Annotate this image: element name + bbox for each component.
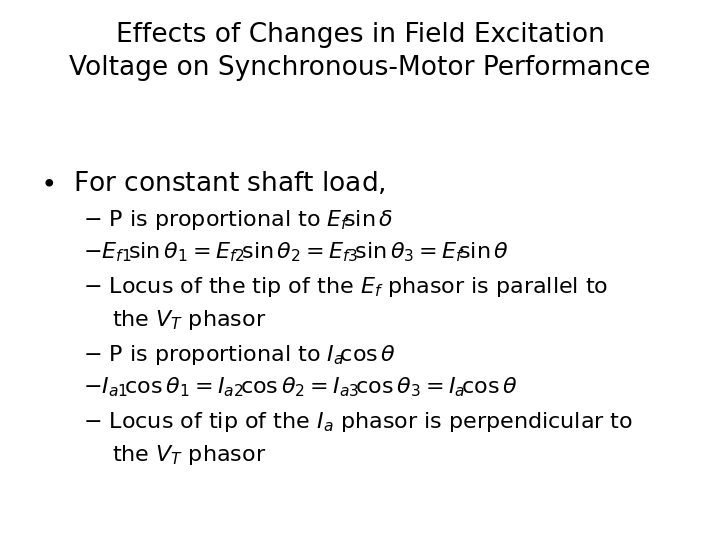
- Text: $-$ P is proportional to $I_a\!\cos\theta$: $-$ P is proportional to $I_a\!\cos\thet…: [83, 343, 396, 367]
- Text: $- I_{a1}\!\cos\theta_1 = I_{a2}\!\cos\theta_2 = I_{a3}\!\cos\theta_3 = I_a\!\co: $- I_{a1}\!\cos\theta_1 = I_{a2}\!\cos\t…: [83, 375, 517, 399]
- Text: the $V_T$ phasor: the $V_T$ phasor: [112, 308, 266, 332]
- Text: Effects of Changes in Field Excitation
Voltage on Synchronous-Motor Performance: Effects of Changes in Field Excitation V…: [69, 22, 651, 80]
- Text: the $V_T$ phasor: the $V_T$ phasor: [112, 443, 266, 467]
- Text: $- E_{f1}\!\sin\theta_1 = E_{f2}\!\sin\theta_2 = E_{f3}\!\sin\theta_3 = E_f\!\si: $- E_{f1}\!\sin\theta_1 = E_{f2}\!\sin\t…: [83, 240, 509, 264]
- Text: $-$ P is proportional to $E_f\!\sin\delta$: $-$ P is proportional to $E_f\!\sin\delt…: [83, 208, 393, 232]
- Text: $\bullet$  For constant shaft load,: $\bullet$ For constant shaft load,: [40, 170, 385, 197]
- Text: $-$ Locus of the tip of the $E_f$ phasor is parallel to: $-$ Locus of the tip of the $E_f$ phasor…: [83, 275, 608, 299]
- Text: $-$ Locus of tip of the $I_a$ phasor is perpendicular to: $-$ Locus of tip of the $I_a$ phasor is …: [83, 410, 633, 434]
